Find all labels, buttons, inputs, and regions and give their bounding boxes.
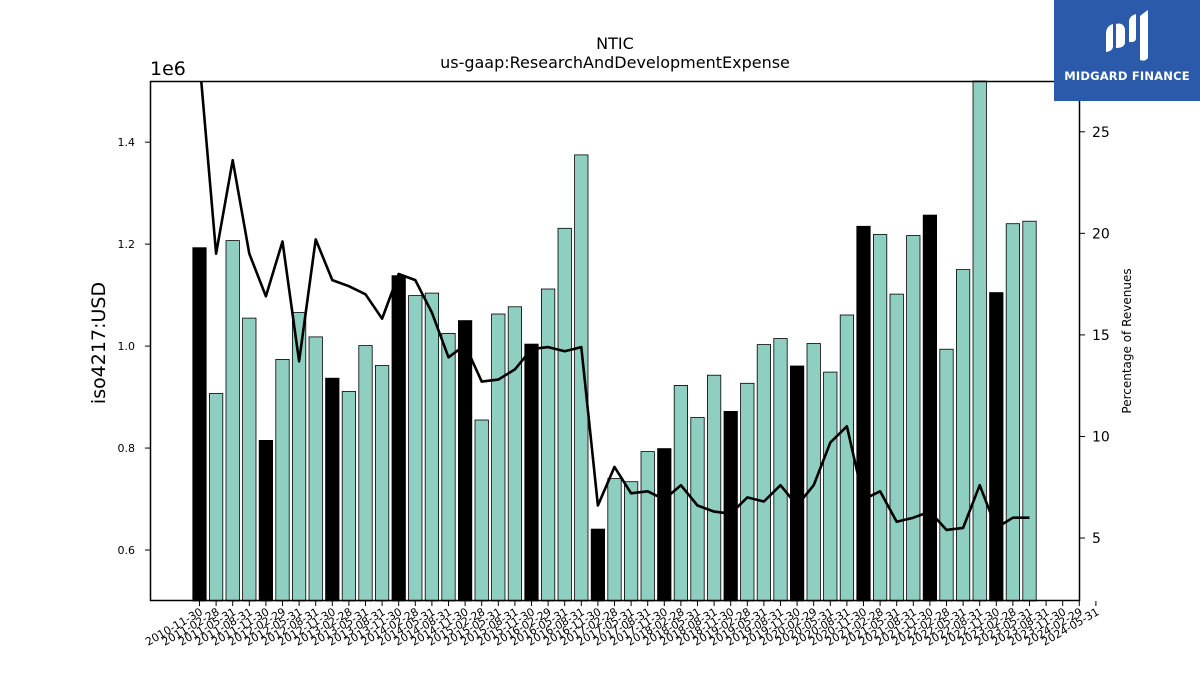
bar bbox=[341, 391, 357, 602]
brand-logo: MIDGARD FINANCE bbox=[1054, 0, 1200, 101]
bar bbox=[989, 292, 1004, 602]
y2-tick-label: 5 bbox=[1092, 531, 1101, 547]
bar bbox=[607, 478, 622, 602]
bar bbox=[956, 269, 971, 602]
y-tick-label: 1.0 bbox=[118, 340, 136, 353]
bar bbox=[308, 336, 323, 602]
percentage-line bbox=[199, 81, 1030, 532]
bar bbox=[922, 214, 938, 602]
y2-axis-label: Percentage of Revenues bbox=[1120, 268, 1134, 413]
x-axis-ticks: 2010-11-302011-02-282011-05-312011-08-31… bbox=[143, 601, 1101, 649]
y-tick-label: 0.8 bbox=[118, 442, 136, 455]
bar bbox=[524, 343, 539, 602]
bar bbox=[507, 306, 523, 602]
y-tick-label: 1.2 bbox=[118, 238, 136, 251]
bar bbox=[690, 417, 705, 602]
bar bbox=[1005, 223, 1021, 602]
y-axis-label: iso4217:USD bbox=[88, 282, 110, 404]
plot-frame bbox=[149, 80, 1081, 602]
bar bbox=[673, 384, 689, 602]
bar bbox=[275, 358, 290, 602]
y2-axis-ticks: 5 10 15 20 25 bbox=[1080, 125, 1110, 547]
bar bbox=[906, 235, 921, 602]
bar bbox=[590, 528, 606, 602]
line-series bbox=[199, 81, 1030, 532]
bar bbox=[740, 382, 755, 602]
bar bbox=[424, 292, 440, 602]
bar bbox=[939, 348, 954, 602]
bar bbox=[707, 374, 722, 602]
y2-tick-label: 10 bbox=[1092, 429, 1110, 445]
bar bbox=[192, 247, 207, 602]
bar bbox=[557, 227, 572, 602]
bar bbox=[1022, 220, 1037, 602]
bar bbox=[756, 344, 772, 602]
bar bbox=[408, 295, 423, 602]
y-scale-label: 1e6 bbox=[150, 58, 186, 80]
y2-tick-label: 15 bbox=[1092, 328, 1110, 344]
bar bbox=[474, 419, 489, 602]
midgard-logo-icon bbox=[1106, 10, 1148, 61]
bar bbox=[457, 320, 473, 602]
bar bbox=[541, 288, 556, 602]
bar-series bbox=[192, 80, 1037, 602]
bar bbox=[242, 317, 257, 602]
bar bbox=[208, 393, 224, 602]
bar bbox=[358, 345, 373, 602]
bar bbox=[657, 448, 672, 602]
bar bbox=[773, 338, 788, 602]
bar bbox=[839, 314, 855, 602]
y-axis-ticks: 0.6 0.8 1.0 1.2 1.4 bbox=[118, 136, 150, 557]
bar bbox=[790, 365, 805, 602]
bar bbox=[491, 313, 506, 602]
bar bbox=[325, 377, 340, 602]
bar bbox=[972, 80, 987, 602]
bar bbox=[723, 410, 738, 602]
bar bbox=[856, 225, 871, 602]
bar bbox=[441, 332, 456, 602]
y2-tick-label: 25 bbox=[1092, 125, 1110, 141]
y-tick-label: 0.6 bbox=[118, 544, 136, 557]
bar bbox=[640, 451, 655, 602]
bar bbox=[574, 154, 589, 602]
bar bbox=[225, 240, 240, 602]
chart-title: NTIC bbox=[596, 34, 634, 53]
chart-subtitle: us-gaap:ResearchAndDevelopmentExpense bbox=[440, 53, 790, 72]
bar bbox=[873, 234, 888, 602]
bar bbox=[624, 481, 639, 602]
bar bbox=[258, 439, 274, 602]
logo-text: MIDGARD FINANCE bbox=[1064, 69, 1190, 83]
y-tick-label: 1.4 bbox=[118, 136, 136, 149]
bar bbox=[889, 293, 904, 602]
y2-tick-label: 20 bbox=[1092, 226, 1110, 242]
bar bbox=[391, 275, 406, 602]
bar bbox=[823, 371, 838, 602]
bar bbox=[374, 365, 390, 602]
